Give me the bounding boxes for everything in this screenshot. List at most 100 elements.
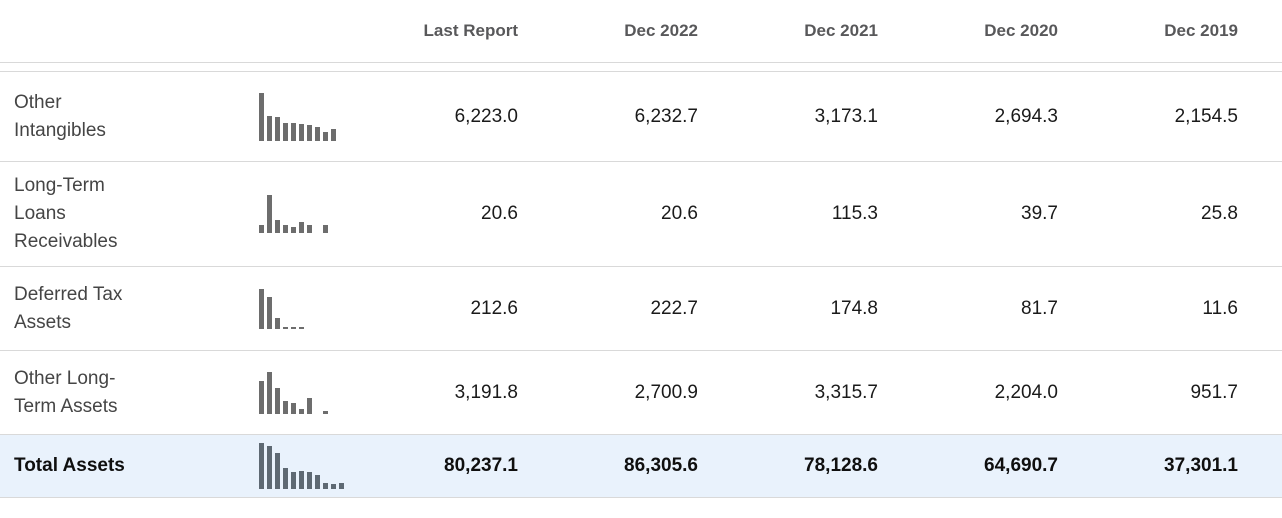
value-dec-2019: 951.7 — [1190, 381, 1238, 403]
sparkline-bar — [307, 397, 312, 414]
sparkline-cell — [250, 195, 354, 233]
value-dec-2021: 78,128.6 — [804, 455, 878, 476]
sparkline-bar — [339, 483, 344, 489]
value-dec-2019: 2,154.5 — [1174, 105, 1238, 127]
value-dec-2021: 174.8 — [830, 297, 878, 319]
sparkline-chart — [250, 92, 336, 141]
sparkline-bar — [323, 410, 328, 414]
sparkline-bar — [267, 195, 272, 233]
row-label-cell: Other Long-Term Assets — [0, 365, 250, 421]
value-dec-2020: 2,204.0 — [994, 381, 1058, 403]
sparkline-cell — [250, 92, 354, 141]
table-row[interactable]: Long-Term Loans Receivables 20.6 20.6 11… — [0, 162, 1282, 267]
row-label: Other Intangibles — [14, 91, 106, 141]
sparkline-bar — [299, 222, 304, 233]
sparkline-bar — [323, 131, 328, 141]
value-dec-2020: 2,694.3 — [994, 105, 1058, 127]
sparkline-bar — [323, 483, 328, 489]
value-dec-2021: 3,315.7 — [814, 381, 878, 403]
sparkline-bar — [259, 380, 264, 414]
sparkline-bar — [315, 475, 320, 489]
sparkline-bar — [315, 126, 320, 141]
row-label-cell: Long-Term Loans Receivables — [0, 172, 250, 256]
sparkline-bar — [275, 453, 280, 489]
value-dec-2019: 37,301.1 — [1164, 455, 1238, 476]
value-dec-2022: 6,232.7 — [634, 105, 698, 127]
value-dec-2020: 81.7 — [1021, 297, 1058, 319]
sparkline-bar — [291, 472, 296, 489]
sparkline-chart — [250, 443, 344, 489]
value-last-report: 6,223.0 — [454, 105, 518, 127]
value-dec-2019: 11.6 — [1202, 297, 1238, 319]
table-row[interactable]: Total Assets 80,237.1 86,305.6 78,128.6 … — [0, 435, 1282, 498]
sparkline-bar — [283, 122, 288, 141]
value-dec-2021: 115.3 — [831, 203, 878, 224]
sparkline-bar — [291, 122, 296, 141]
sparkline-bar — [267, 115, 272, 141]
financials-table: Last Report Dec 2022 Dec 2021 Dec 2020 D… — [0, 0, 1282, 498]
column-header-dec-2021: Dec 2021 — [804, 21, 878, 40]
sparkline-bar — [259, 225, 264, 233]
value-dec-2020: 64,690.7 — [984, 455, 1058, 476]
column-header-dec-2022: Dec 2022 — [624, 21, 698, 40]
table-row[interactable]: Other Intangibles 6,223.0 6,232.7 3,173.… — [0, 72, 1282, 162]
sparkline-bar — [307, 472, 312, 489]
value-dec-2022: 2,700.9 — [634, 381, 698, 403]
sparkline-bar — [283, 400, 288, 414]
sparkline-bar — [299, 408, 304, 414]
column-header-last-report: Last Report — [423, 21, 518, 40]
sparkline-bar — [291, 326, 296, 329]
row-label: Other Long-Term Assets — [14, 367, 118, 417]
value-dec-2022: 20.6 — [661, 203, 698, 224]
sparkline-bar — [259, 92, 264, 141]
table-row[interactable]: Other Long-Term Assets 3,191.8 2,700.9 3… — [0, 351, 1282, 435]
value-dec-2022: 86,305.6 — [624, 455, 698, 476]
table-header-row: Last Report Dec 2022 Dec 2021 Dec 2020 D… — [0, 0, 1282, 62]
value-dec-2021: 3,173.1 — [814, 105, 878, 127]
sparkline-cell — [250, 443, 354, 489]
sparkline-bar — [291, 402, 296, 414]
sparkline-bar — [307, 225, 312, 233]
sparkline-bar — [267, 296, 272, 329]
sparkline-bar — [299, 123, 304, 141]
sparkline-bar — [267, 371, 272, 414]
value-last-report: 212.6 — [470, 297, 518, 319]
sparkline-bar — [259, 288, 264, 329]
row-label-cell: Other Intangibles — [0, 89, 250, 145]
sparkline-bar — [283, 225, 288, 233]
sparkline-bar — [283, 468, 288, 489]
value-dec-2019: 25.8 — [1201, 203, 1238, 224]
value-dec-2020: 39.7 — [1021, 203, 1058, 224]
table-body: Other Intangibles 6,223.0 6,232.7 3,173.… — [0, 72, 1282, 498]
sparkline-bar — [267, 446, 272, 489]
value-last-report: 80,237.1 — [444, 455, 518, 476]
row-label-cell: Total Assets — [0, 452, 250, 480]
header-divider — [0, 62, 1282, 72]
sparkline-bar — [275, 317, 280, 329]
row-label: Deferred Tax Assets — [14, 283, 123, 333]
value-last-report: 3,191.8 — [454, 381, 518, 403]
row-label: Total Assets — [14, 455, 125, 476]
sparkline-bar — [275, 116, 280, 141]
sparkline-bar — [275, 387, 280, 414]
column-header-dec-2019: Dec 2019 — [1164, 21, 1238, 40]
sparkline-bar — [283, 326, 288, 329]
value-dec-2022: 222.7 — [650, 297, 698, 319]
value-last-report: 20.6 — [481, 203, 518, 224]
sparkline-bar — [299, 326, 304, 329]
sparkline-chart — [250, 371, 328, 414]
sparkline-bar — [291, 227, 296, 233]
row-label-cell: Deferred Tax Assets — [0, 281, 250, 337]
table-row[interactable]: Deferred Tax Assets 212.6 222.7 174.8 81… — [0, 267, 1282, 351]
sparkline-bar — [323, 225, 328, 233]
sparkline-bar — [331, 128, 336, 141]
sparkline-bar — [275, 220, 280, 233]
row-label: Long-Term Loans Receivables — [14, 175, 118, 252]
sparkline-cell — [250, 371, 354, 414]
sparkline-bar — [331, 484, 336, 489]
sparkline-cell — [250, 288, 354, 329]
sparkline-chart — [250, 195, 328, 233]
sparkline-chart — [250, 288, 304, 329]
sparkline-bar — [307, 124, 312, 141]
column-header-dec-2020: Dec 2020 — [984, 21, 1058, 40]
